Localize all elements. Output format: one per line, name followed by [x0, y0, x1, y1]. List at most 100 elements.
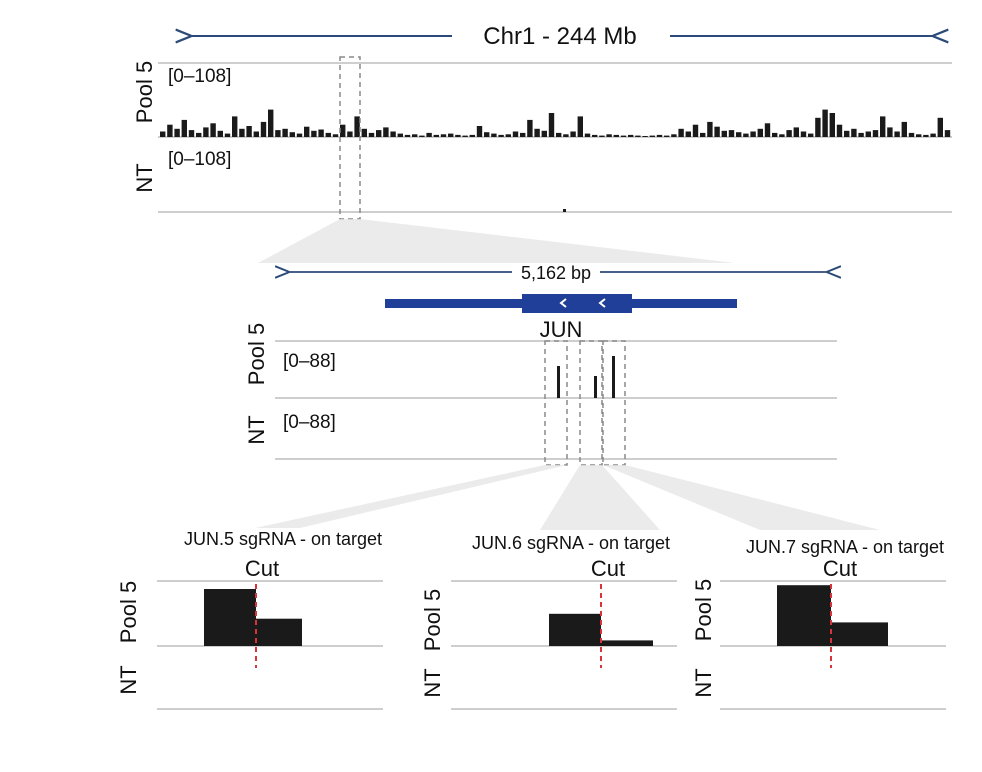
coverage-right-block [601, 640, 653, 646]
overview-zoom-box [339, 56, 361, 220]
panel-pool-label: Pool 5 [420, 589, 445, 651]
zoom-funnel-jun6 [540, 465, 660, 530]
locus-peak-bar [557, 366, 560, 398]
panel-title: JUN.7 sgRNA - on target [746, 537, 944, 557]
coverage-bar [332, 134, 339, 137]
zoom-funnel-overview [258, 219, 735, 263]
coverage-bar [412, 134, 418, 137]
coverage-bar [282, 128, 288, 137]
coverage-bar [160, 131, 166, 137]
coverage-bar [901, 121, 907, 137]
coverage-bar [599, 135, 605, 137]
panel-nt-label: NT [116, 665, 141, 694]
coverage-bar [268, 109, 274, 137]
coverage-bar [692, 124, 699, 137]
locus-peak-bar [594, 376, 597, 398]
panel-jun6: JUN.6 sgRNA - on target Cut Pool 5 NT [420, 533, 677, 710]
overview-pool-range: [0–108] [168, 66, 231, 87]
cut-label: Cut [823, 556, 857, 581]
coverage-bar [491, 133, 497, 137]
coverage-bar [908, 132, 915, 137]
coverage-bar [318, 129, 324, 137]
coverage-bar [548, 113, 555, 137]
panel-jun5: JUN.5 sgRNA - on target Cut Pool 5 NT [116, 529, 383, 710]
zoom-funnel-jun7 [603, 465, 880, 530]
coverage-bar [311, 130, 317, 137]
coverage-bar [253, 131, 259, 137]
coverage-bar [930, 133, 936, 137]
zoom-box-jun6 [579, 340, 603, 466]
coverage-bar [361, 128, 367, 137]
coverage-left-block [204, 589, 256, 646]
coverage-bar [649, 135, 655, 137]
coverage-bar [628, 134, 634, 137]
coverage-bar [340, 124, 346, 137]
coverage-bar [419, 135, 425, 137]
coverage-bar [347, 131, 353, 137]
coverage-bar [613, 134, 619, 137]
locus-panel: 5,162 bp JUN Pool 5 NT [0–88] [0–88] [244, 263, 837, 466]
zoom-box-jun5 [544, 340, 568, 466]
coverage-left-block [777, 585, 831, 646]
coverage-bar [354, 116, 360, 137]
coverage-bar [808, 133, 814, 137]
coverage-bar [512, 131, 519, 137]
coverage-bar [217, 130, 223, 137]
coverage-bar [577, 116, 583, 137]
coverage-bar [592, 134, 598, 137]
coverage-bar [469, 134, 475, 137]
panel-title: JUN.6 sgRNA - on target [472, 533, 670, 553]
locus-pool-range: [0–88] [283, 351, 336, 372]
coverage-bar [584, 133, 591, 137]
coverage-bar [196, 132, 202, 137]
coverage-bar [232, 116, 238, 137]
coverage-bar [700, 132, 706, 137]
coverage-bar [289, 132, 295, 137]
coverage-bar [764, 123, 771, 137]
coverage-left-block [549, 613, 601, 646]
coverage-bar [239, 128, 245, 137]
coverage-bar [174, 128, 180, 137]
coverage-bar [635, 135, 641, 137]
coverage-bar [685, 131, 691, 137]
zoom-funnel-jun5 [255, 465, 567, 528]
coverage-bar [844, 130, 850, 137]
overview-nt-tick [563, 209, 566, 212]
coverage-bar [916, 134, 922, 137]
coverage-bar [556, 132, 562, 137]
coverage-bar [664, 135, 670, 137]
coverage-bar [923, 134, 929, 137]
coverage-bar [520, 132, 526, 137]
coverage-bar [476, 126, 483, 137]
coverage-bar [383, 127, 389, 137]
coverage-bar [404, 134, 411, 137]
panel-title: JUN.5 sgRNA - on target [184, 529, 382, 549]
coverage-bar [570, 131, 576, 137]
coverage-bar [872, 130, 879, 137]
coverage-bar [620, 135, 627, 137]
coverage-bar [505, 134, 511, 137]
coverage-bar [210, 123, 216, 137]
overview-nt-track-label: NT [132, 163, 157, 192]
coverage-bar [944, 130, 951, 137]
coverage-right-block [831, 622, 888, 646]
coverage-bar [606, 134, 612, 137]
chevron-left-icon [559, 298, 567, 308]
coverage-bar [181, 119, 187, 137]
coverage-bar [368, 132, 375, 137]
coverage-bar [671, 134, 677, 137]
panel-nt-label: NT [420, 668, 445, 697]
coverage-bar [426, 132, 432, 137]
coverage-bar [325, 132, 331, 137]
coverage-bar [865, 131, 871, 137]
coverage-bar [728, 130, 735, 137]
coverage-bar [462, 135, 468, 137]
gene-name: JUN [540, 317, 583, 342]
locus-span-label: 5,162 bp [521, 263, 591, 283]
panel-pool-label: Pool 5 [691, 579, 716, 641]
coverage-bar [678, 128, 684, 137]
coverage-bar [440, 134, 447, 137]
panel-jun7: JUN.7 sgRNA - on target Cut Pool 5 NT [691, 537, 946, 710]
coverage-bar [851, 128, 857, 137]
